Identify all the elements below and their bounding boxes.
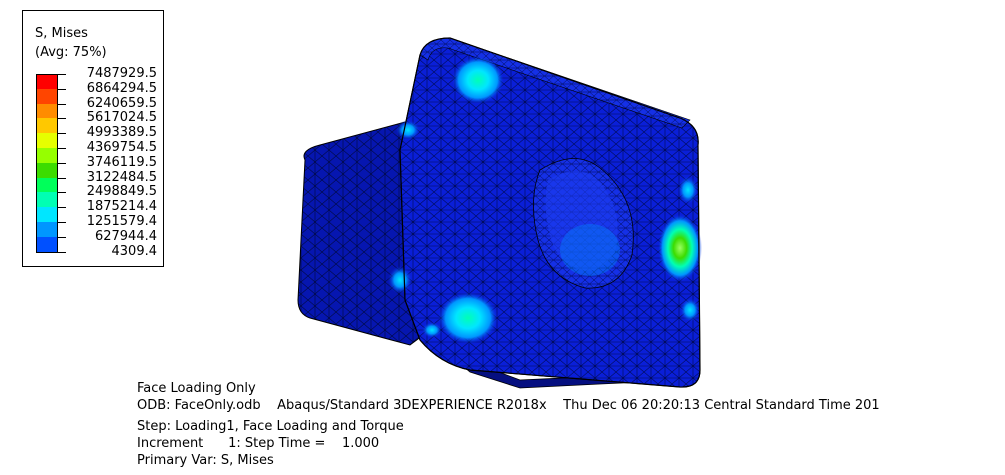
legend-tick bbox=[58, 251, 66, 253]
legend-tick bbox=[58, 118, 66, 120]
legend-tick bbox=[58, 207, 66, 209]
legend-tick bbox=[58, 103, 66, 105]
legend-swatch bbox=[36, 103, 58, 119]
odb-info-line: ODB: FaceOnly.odb Abaqus/Standard 3DEXPE… bbox=[137, 398, 880, 413]
legend-tick bbox=[58, 236, 66, 238]
hotspot-bottom bbox=[438, 292, 498, 344]
legend-tick bbox=[58, 88, 66, 90]
legend-swatch bbox=[36, 88, 58, 104]
legend-title-averaging: (Avg: 75%) bbox=[35, 45, 107, 60]
legend-border bbox=[36, 251, 58, 253]
legend-swatch bbox=[36, 222, 58, 237]
legend-value: 1875214.4 bbox=[86, 199, 157, 215]
legend-tick bbox=[58, 74, 66, 75]
legend-value: 4369754.5 bbox=[86, 140, 157, 155]
legend-value: 4993389.5 bbox=[86, 125, 157, 141]
legend-tick bbox=[58, 192, 66, 194]
viewport-title: Face Loading Only bbox=[137, 381, 256, 396]
legend-value: 5617024.5 bbox=[86, 110, 157, 126]
legend-title-variable: S, Mises bbox=[35, 26, 88, 41]
legend-value: 4309.4 bbox=[111, 243, 158, 259]
legend-value: 627944.4 bbox=[94, 228, 157, 244]
contour-legend: S, Mises (Avg: 75%) 7487929.5 6864294.5 62… bbox=[22, 10, 164, 267]
legend-value: 3746119.5 bbox=[86, 154, 157, 170]
increment-info-line: Increment 1: Step Time = 1.000 bbox=[137, 436, 380, 451]
legend-swatch bbox=[36, 74, 58, 89]
legend-value: 6240659.5 bbox=[86, 95, 157, 111]
hotspot-right bbox=[658, 214, 702, 282]
legend-border bbox=[36, 74, 58, 75]
hotspot-top bbox=[452, 56, 504, 104]
legend-swatch bbox=[36, 192, 58, 208]
legend-tick bbox=[58, 162, 66, 164]
legend-swatch bbox=[36, 236, 58, 252]
legend-swatch bbox=[36, 118, 58, 134]
legend-swatch bbox=[36, 162, 58, 178]
legend-tick bbox=[58, 177, 66, 179]
legend-tick bbox=[58, 148, 66, 149]
legend-swatch bbox=[36, 148, 58, 163]
legend-swatch bbox=[36, 177, 58, 193]
step-info-line: Step: Loading1, Face Loading and Torque bbox=[137, 419, 404, 434]
legend-value: 2498849.5 bbox=[86, 184, 157, 200]
legend-swatch bbox=[36, 207, 58, 222]
legend-swatch bbox=[36, 133, 58, 148]
legend-value: 6864294.5 bbox=[86, 80, 157, 96]
legend-tick bbox=[58, 133, 66, 135]
legend-tick bbox=[58, 222, 66, 223]
legend-value: 3122484.5 bbox=[86, 169, 157, 185]
primary-var-line: Primary Var: S, Mises bbox=[137, 453, 274, 468]
legend-value: 1251579.4 bbox=[86, 214, 157, 229]
legend-value: 7487929.5 bbox=[86, 66, 157, 81]
